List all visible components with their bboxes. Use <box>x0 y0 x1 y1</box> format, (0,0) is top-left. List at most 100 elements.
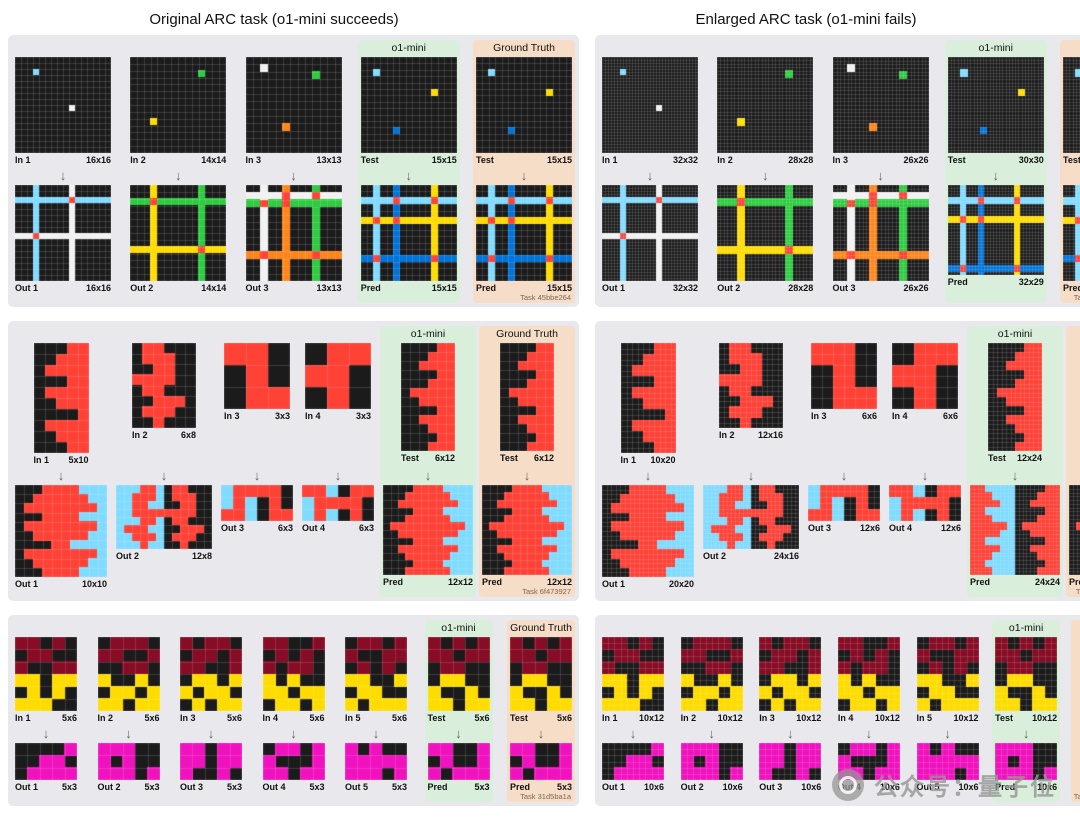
down-arrow-icon: ↓ <box>1022 726 1030 741</box>
grid-label: Out 3 <box>221 523 245 533</box>
task-id-note <box>928 302 929 303</box>
grid-label-row: In 4 3x3 <box>305 411 371 421</box>
grid-label-row: In 2 14x14 <box>130 155 226 165</box>
grid-size: 10x20 <box>650 455 676 465</box>
panel-columns: In 1 5x10 ↓ Out 1 10x10 In 2 6x8 ↓ Out <box>12 326 575 597</box>
grid-label-row: Out 1 5x3 <box>15 782 77 792</box>
grid-column: In 2 12x16 ↓ Out 2 24x16 <box>700 326 802 597</box>
arc-grid-canvas <box>620 343 676 453</box>
input-section: In 1 16x16 <box>15 57 111 168</box>
grid-size: 30x30 <box>1018 155 1044 165</box>
grid-size: 26x26 <box>903 283 929 293</box>
grid-label-row: Out 5 10x6 <box>917 782 979 792</box>
task-id-note <box>663 801 664 802</box>
grid-column: o1-mini Test 10x12 ↓ Pred 10x6 <box>992 620 1061 802</box>
grid-label: Out 2 <box>680 782 704 792</box>
grid-size: 24x24 <box>1034 577 1060 587</box>
grid-column: In 4 5x6 ↓ Out 4 5x3 <box>260 620 328 802</box>
grid-label: In 3 <box>811 411 827 421</box>
grid-size: 5x6 <box>309 713 325 723</box>
down-arrow-icon: ↓ <box>253 468 261 483</box>
arc-grid-canvas <box>916 637 979 711</box>
grid-label: In 3 <box>832 155 849 165</box>
grid-size: 16x16 <box>85 155 111 165</box>
down-arrow-icon: ↓ <box>537 726 545 741</box>
input-section: Test 5x6 <box>510 637 572 726</box>
grid-column: Ground Truth Test 30x30 ↓ Pred 30x30 Tas… <box>1060 40 1080 303</box>
grid-column: In 2 5x6 ↓ Out 2 5x3 <box>95 620 163 802</box>
grid-label: Out 4 <box>302 523 326 533</box>
arc-grid-canvas <box>130 57 227 153</box>
arc-grid-canvas <box>360 185 457 281</box>
arc-grid-canvas <box>427 743 490 780</box>
input-section: In 3 13x13 <box>245 57 342 168</box>
down-arrow-icon: ↓ <box>840 468 848 483</box>
grid-label-row: In 1 10x20 <box>621 455 676 465</box>
arc-grid-canvas <box>1069 485 1080 575</box>
panel-columns: In 1 5x6 ↓ Out 1 5x3 In 2 5x6 ↓ Out 2 <box>12 620 575 802</box>
column-header: o1-mini <box>441 622 476 634</box>
grid-size: 10x6 <box>643 782 664 792</box>
grid-size: 5x3 <box>226 782 242 792</box>
down-arrow-icon: ↓ <box>424 468 432 483</box>
grid-size: 5x6 <box>226 713 242 723</box>
grid-label-row: Out 2 28x28 <box>717 283 813 293</box>
grid-column: o1-mini Test 5x6 ↓ Pred 5x3 <box>424 620 493 802</box>
grid-label-row: Test 15x15 <box>476 155 572 165</box>
down-arrow-icon: ↓ <box>175 168 182 183</box>
grid-label: In 2 <box>130 155 146 165</box>
grid-label: Out 4 <box>837 782 861 792</box>
grid-column: In 3 13x13 ↓ Out 3 13x13 <box>243 40 345 303</box>
grid-label-row: Pred 32x29 <box>948 277 1044 287</box>
input-section: In 4 5x6 <box>262 637 325 726</box>
arc-grid-canvas <box>916 743 979 780</box>
grid-column: In 2 10x12 ↓ Out 2 10x6 <box>678 620 746 802</box>
output-section: Out 2 10x6 <box>680 743 743 792</box>
grid-label: Test <box>360 155 379 165</box>
grid-column: In 3 6x6 ↓ Out 3 12x6 <box>805 326 883 597</box>
grid-size: 10x6 <box>879 782 900 792</box>
grid-label: In 4 <box>837 713 854 723</box>
grid-label-row: Pred 10x6 <box>995 782 1057 792</box>
grid-label-row: Pred 5x3 <box>510 782 572 792</box>
arc-grid-canvas <box>995 743 1058 780</box>
down-arrow-icon: ↓ <box>708 726 715 741</box>
down-arrow-icon: ↓ <box>57 468 65 483</box>
grid-label: In 3 <box>759 713 775 723</box>
grid-label: Out 5 <box>916 782 940 792</box>
arc-grid-canvas <box>889 485 961 521</box>
input-section: In 2 10x12 <box>680 637 743 726</box>
grid-size: 32x32 <box>672 283 698 293</box>
grid-column: In 2 28x28 ↓ Out 2 28x28 <box>714 40 816 303</box>
down-arrow-icon: ↓ <box>646 168 654 183</box>
output-section: Out 4 5x3 <box>262 743 325 792</box>
grid-size: 15x15 <box>546 155 572 165</box>
arc-grid-canvas <box>180 637 242 711</box>
grid-size: 28x28 <box>788 283 814 293</box>
grid-size: 10x12 <box>874 713 900 723</box>
grid-label: In 2 <box>719 430 735 440</box>
arc-grid-canvas <box>401 343 455 451</box>
grid-label: In 2 <box>97 713 114 723</box>
grid-label: Out 5 <box>345 782 369 792</box>
output-section: Pred 15x15 <box>476 185 572 293</box>
down-arrow-icon: ↓ <box>160 468 168 483</box>
arc-grid-canvas <box>832 57 929 153</box>
grid-size: 20x20 <box>668 579 694 589</box>
task-panel: In 1 10x20 ↓ Out 1 20x20 In 2 12x16 ↓ <box>595 321 1080 601</box>
output-section: Out 1 10x6 <box>602 743 664 792</box>
grid-label-row: In 3 10x12 <box>759 713 821 723</box>
grid-size: 6x3 <box>358 523 374 533</box>
input-section: In 2 6x8 <box>132 343 196 468</box>
input-section: In 1 32x32 <box>602 57 698 168</box>
grid-label: Pred <box>383 577 404 587</box>
task-id-note <box>324 801 325 802</box>
output-section: Pred 10x6 <box>995 743 1058 792</box>
grid-column: In 1 16x16 ↓ Out 1 16x16 <box>12 40 114 303</box>
down-arrow-icon: ↓ <box>290 726 297 741</box>
grid-label: In 4 <box>305 411 321 421</box>
arc-grid-canvas <box>811 343 877 409</box>
grid-label-row: In 3 6x6 <box>811 411 877 421</box>
grid-size: 10x12 <box>1032 713 1058 723</box>
grid-label: Test <box>1063 155 1080 165</box>
